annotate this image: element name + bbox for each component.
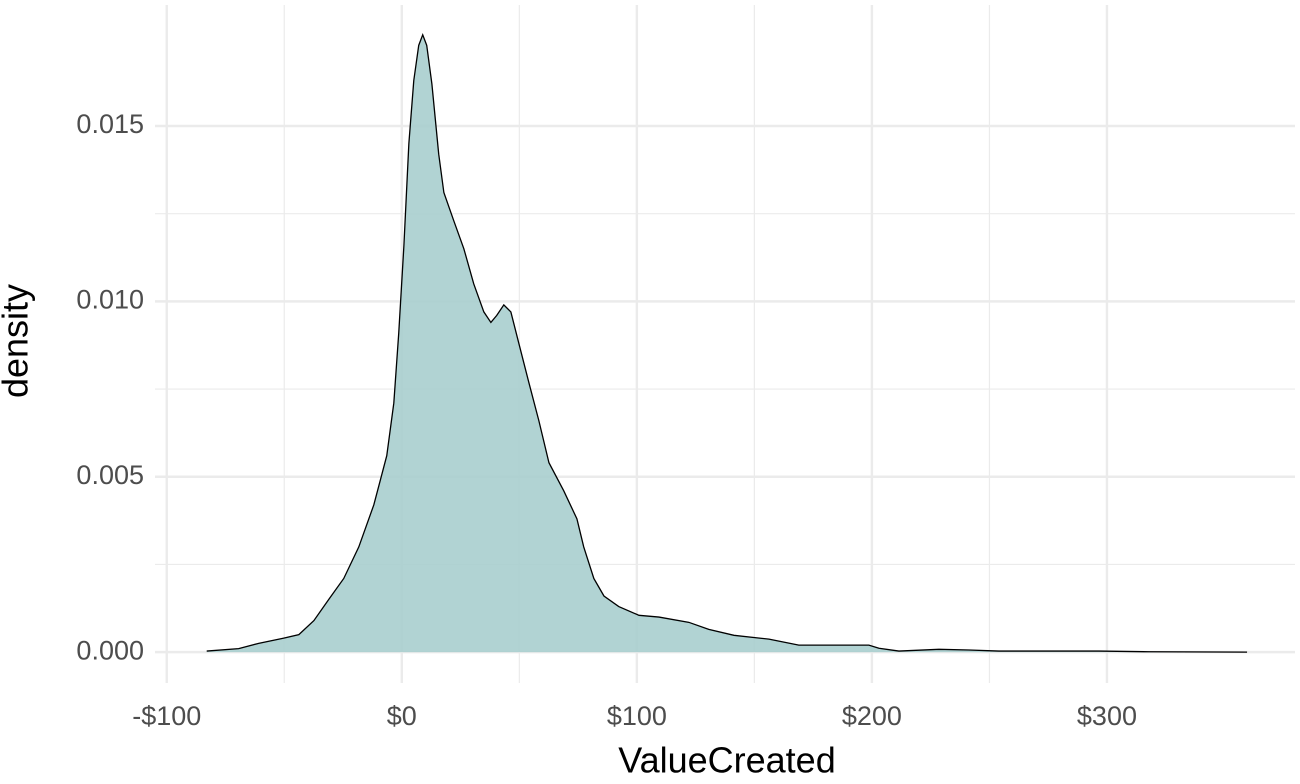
y-tick-label: 0.000: [76, 635, 144, 665]
x-tick-label: -$100: [132, 701, 201, 731]
y-tick-label: 0.005: [76, 460, 144, 490]
x-tick-label: $0: [387, 701, 417, 731]
x-tick-label: $300: [1077, 701, 1137, 731]
y-tick-label: 0.015: [76, 109, 144, 139]
x-tick-label: $100: [607, 701, 667, 731]
y-tick-label: 0.010: [76, 285, 144, 315]
density-line: [206, 32, 1248, 653]
density-area: [206, 34, 1248, 653]
x-axis-label: ValueCreated: [618, 740, 835, 779]
y-axis-label: density: [0, 284, 36, 398]
x-tick-label: $200: [842, 701, 902, 731]
